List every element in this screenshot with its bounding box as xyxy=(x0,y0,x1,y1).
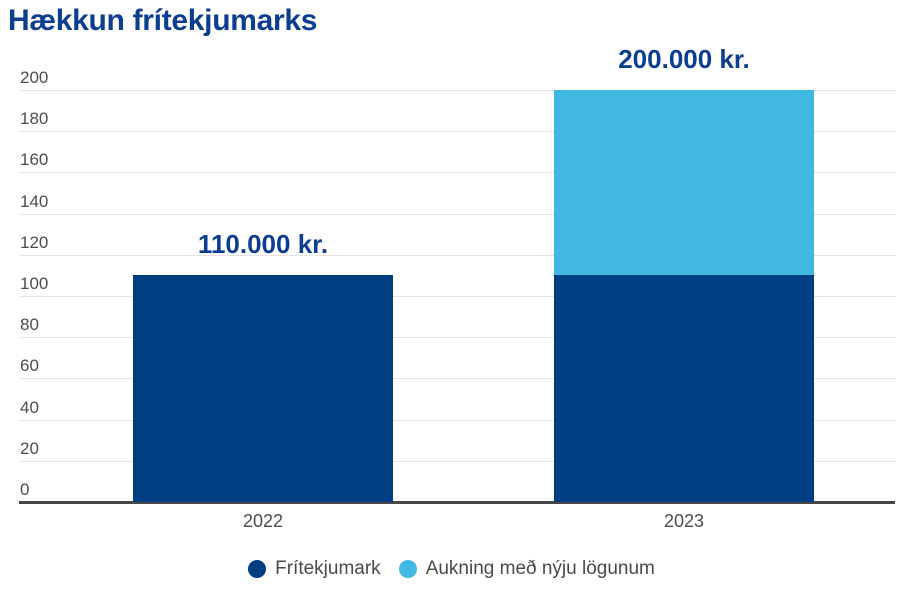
gridline xyxy=(19,419,896,421)
y-tick-label: 40 xyxy=(20,397,39,417)
y-tick-label: 20 xyxy=(20,438,39,458)
y-tick-label: 60 xyxy=(20,356,39,376)
y-tick-label: 0 xyxy=(20,480,30,499)
gridline xyxy=(19,213,896,215)
legend-label-fritekjumark: Frítekjumark xyxy=(275,558,381,579)
y-tick-label: 120 xyxy=(20,232,49,252)
gridline xyxy=(19,378,896,380)
gridline xyxy=(19,131,896,133)
bar-value-label: 110.000 kr. xyxy=(197,229,329,260)
bar-chart-plot: 0 20 40 60 80 100 120 140 160 180 200 110.000 kr. 20… xyxy=(19,44,896,531)
chart-title: Hækkun frítekjumarks xyxy=(8,4,318,37)
x-tick-label: 2023 xyxy=(663,511,705,531)
x-tick-label: 2022 xyxy=(242,511,284,531)
y-tick-label: 80 xyxy=(20,315,39,335)
legend-dot-dark-blue-icon xyxy=(248,560,267,578)
legend-item-fritekjumark: Frítekjumark xyxy=(248,558,381,580)
legend-dot-light-blue-icon xyxy=(398,560,417,578)
y-tick-label: 160 xyxy=(20,150,49,170)
legend-item-aukning: Aukning með nýju lögunum xyxy=(398,558,655,580)
y-tick-label: 100 xyxy=(20,274,49,293)
x-axis-line xyxy=(19,501,895,504)
gridline xyxy=(19,254,896,256)
bar-segment xyxy=(133,275,393,502)
gridline xyxy=(19,90,896,91)
y-tick-label: 180 xyxy=(20,109,49,129)
y-tick-label: 200 xyxy=(20,68,49,87)
bar-segment xyxy=(554,90,814,276)
gridline xyxy=(19,460,896,462)
gridline xyxy=(19,296,896,297)
bar-segment xyxy=(554,275,814,502)
y-tick-label: 140 xyxy=(20,191,49,211)
bar-value-label: 200.000 kr. xyxy=(618,44,750,74)
gridline xyxy=(19,172,896,174)
gridline xyxy=(19,337,896,339)
chart-legend: Frítekjumark Aukning með nýju lögunum xyxy=(0,558,903,580)
legend-label-aukning: Aukning með nýju lögunum xyxy=(425,558,655,579)
